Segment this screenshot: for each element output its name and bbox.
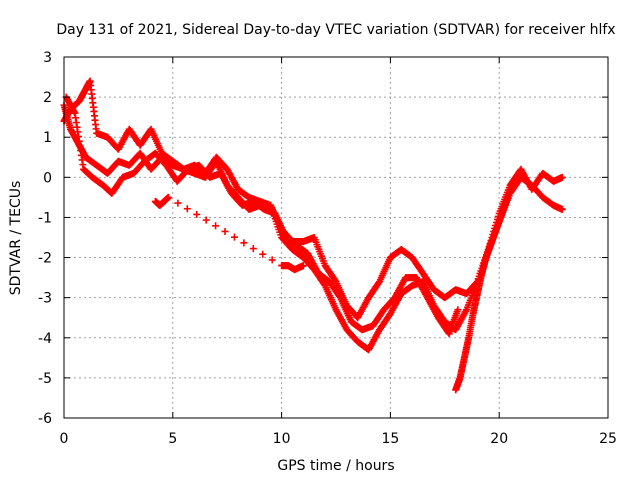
data-point	[504, 193, 512, 201]
data-points	[60, 77, 566, 394]
series-trace-d	[452, 193, 512, 394]
y-tick-label: 0	[43, 170, 52, 186]
x-tick-label: 0	[60, 431, 69, 447]
x-tick-label: 10	[273, 431, 291, 447]
y-tick-label: -6	[38, 411, 52, 427]
grid	[64, 57, 608, 418]
data-point	[202, 216, 210, 224]
x-tick-label: 5	[168, 431, 177, 447]
data-point	[230, 233, 238, 241]
chart-title: Day 131 of 2021, Sidereal Day-to-day VTE…	[56, 22, 615, 38]
data-point	[268, 256, 276, 264]
y-tick-label: -3	[38, 291, 52, 307]
axis-ticks: 0 5 10 15 20 25 -6 -5 -4 -3 -2 -1 0 1 2 3	[38, 50, 617, 447]
data-point	[183, 205, 191, 213]
x-tick-label: 15	[381, 431, 399, 447]
series-trace-c	[62, 93, 462, 338]
data-point	[164, 193, 172, 201]
data-point	[259, 250, 267, 258]
series-trace-e	[151, 193, 307, 274]
data-point	[212, 222, 220, 230]
y-tick-label: -1	[38, 210, 52, 226]
data-point	[558, 205, 566, 213]
plot-frame	[63, 56, 609, 419]
data-point	[454, 306, 462, 314]
data-point	[174, 199, 182, 207]
y-tick-label: -5	[38, 371, 52, 387]
x-tick-label: 25	[599, 431, 617, 447]
y-tick-label: 3	[43, 50, 52, 66]
y-tick-label: -4	[38, 331, 52, 347]
data-point	[193, 210, 201, 218]
x-axis-label: GPS time / hours	[277, 458, 394, 474]
y-tick-label: 1	[43, 130, 52, 146]
data-point	[299, 262, 307, 270]
y-tick-label: 2	[43, 90, 52, 106]
data-point	[221, 227, 229, 235]
y-axis-label: SDTVAR / TECUs	[8, 181, 24, 296]
x-tick-label: 20	[490, 431, 508, 447]
data-point	[249, 245, 257, 253]
y-tick-label: -2	[38, 251, 52, 267]
data-point	[240, 239, 248, 247]
data-point	[558, 173, 566, 181]
